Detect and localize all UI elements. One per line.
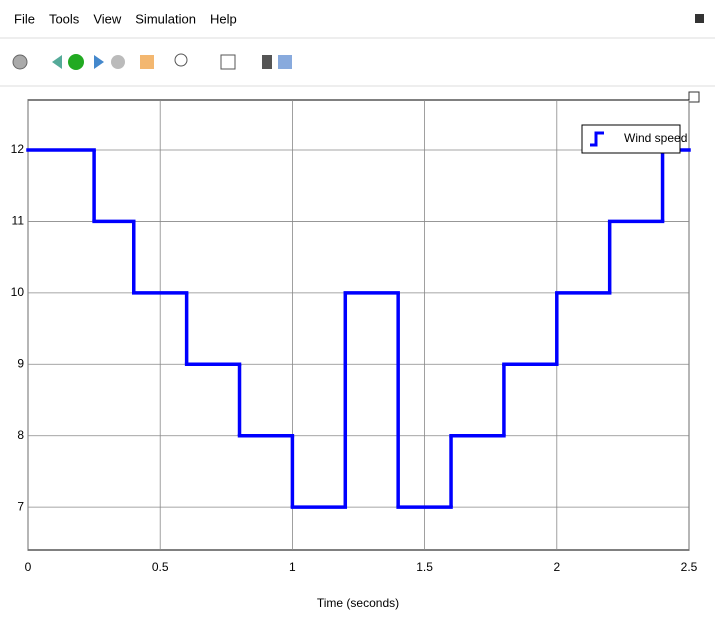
menu-item[interactable]: File — [14, 11, 35, 26]
menu-item[interactable]: Tools — [49, 11, 80, 26]
highlight-button[interactable] — [140, 55, 154, 69]
undock-icon[interactable] — [695, 14, 704, 23]
y-tick-label: 10 — [11, 285, 25, 299]
y-tick-label: 9 — [17, 356, 24, 370]
page: FileToolsViewSimulationHelp 78910111200.… — [0, 0, 715, 615]
trigger-button[interactable] — [262, 55, 272, 69]
plot-area — [28, 100, 689, 550]
legend-label: Wind speed — [624, 131, 687, 145]
menu-item[interactable]: Simulation — [135, 11, 196, 26]
menu-item[interactable]: Help — [210, 11, 237, 26]
menu-item[interactable]: View — [93, 11, 122, 26]
x-tick-label: 1 — [289, 560, 296, 574]
x-tick-label: 0 — [25, 560, 32, 574]
run-button[interactable] — [68, 54, 84, 70]
y-tick-label: 11 — [12, 214, 25, 228]
restore-button[interactable] — [689, 92, 699, 102]
stop-button[interactable] — [111, 55, 125, 69]
scope-window: FileToolsViewSimulationHelp 78910111200.… — [0, 0, 715, 615]
x-tick-label: 1.5 — [416, 560, 433, 574]
x-tick-label: 2 — [553, 560, 560, 574]
x-tick-label: 0.5 — [152, 560, 169, 574]
y-tick-label: 12 — [11, 142, 25, 156]
cursor-button[interactable] — [278, 55, 292, 69]
y-tick-label: 7 — [17, 499, 24, 513]
x-tick-label: 2.5 — [681, 560, 698, 574]
settings-button[interactable] — [13, 55, 27, 69]
x-axis-label: Time (seconds) — [317, 596, 399, 610]
y-tick-label: 8 — [17, 428, 24, 442]
